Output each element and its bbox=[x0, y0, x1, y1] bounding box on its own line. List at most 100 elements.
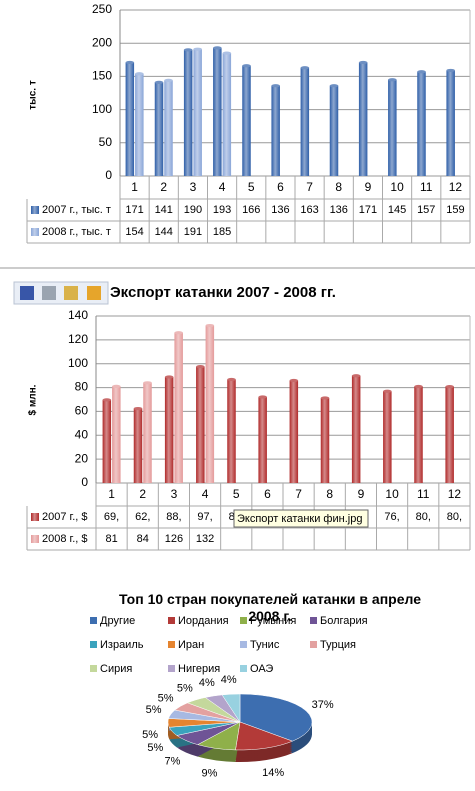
legend-label: Израиль bbox=[100, 639, 144, 651]
y-tick-label: 0 bbox=[81, 475, 88, 489]
legend-label: Нигерия bbox=[178, 663, 220, 675]
bar bbox=[300, 67, 310, 176]
table-value: 166 bbox=[242, 204, 260, 216]
bar bbox=[258, 396, 267, 483]
save-icon[interactable] bbox=[20, 286, 34, 300]
table-value: 154 bbox=[125, 226, 143, 238]
y-tick-label: 150 bbox=[92, 69, 112, 83]
mail-icon[interactable] bbox=[64, 286, 78, 300]
x-tick-label: 4 bbox=[202, 487, 209, 501]
bar bbox=[196, 366, 205, 483]
table-value: 144 bbox=[155, 226, 173, 238]
bar-cap bbox=[133, 406, 143, 411]
bar-cap bbox=[271, 84, 280, 88]
title-line: 2008 г. bbox=[248, 608, 291, 624]
legend-swatch bbox=[31, 206, 39, 214]
bar bbox=[213, 47, 222, 177]
table-value: 136 bbox=[330, 204, 348, 216]
data-label: 37% bbox=[312, 699, 334, 711]
pie-slice bbox=[239, 693, 313, 742]
bar bbox=[358, 62, 368, 176]
legend-swatch bbox=[90, 641, 97, 648]
legend-swatch bbox=[310, 617, 317, 624]
x-tick-label: 6 bbox=[264, 487, 271, 501]
bar bbox=[329, 85, 339, 176]
table-value: 132 bbox=[196, 533, 214, 545]
table-value: 80, bbox=[416, 511, 431, 523]
y-axis-label: $ млн. bbox=[28, 384, 39, 415]
data-label: 14% bbox=[262, 767, 284, 779]
legend-swatch bbox=[90, 617, 97, 624]
bar bbox=[351, 375, 361, 483]
folder-icon[interactable] bbox=[87, 286, 101, 300]
bar-cap bbox=[154, 80, 164, 84]
x-tick-label: 2 bbox=[139, 487, 146, 501]
x-tick-label: 5 bbox=[248, 180, 255, 194]
bar bbox=[164, 376, 174, 483]
x-tick-label: 10 bbox=[385, 487, 399, 501]
legend-label: Тунис bbox=[250, 639, 280, 651]
bar-cap bbox=[445, 385, 454, 389]
data-label: 7% bbox=[165, 756, 181, 768]
bar-cap bbox=[143, 381, 152, 385]
bar-cap bbox=[227, 377, 236, 382]
bar-cap bbox=[222, 51, 232, 55]
bar-cap bbox=[205, 323, 215, 328]
legend-label: Иордания bbox=[178, 615, 229, 627]
y-tick-label: 0 bbox=[105, 168, 112, 182]
legend-swatch bbox=[240, 641, 247, 648]
y-tick-label: 200 bbox=[92, 35, 112, 49]
bar-cap bbox=[358, 60, 368, 65]
bar-cap bbox=[213, 46, 222, 50]
x-tick-label: 9 bbox=[358, 487, 365, 501]
legend-swatch bbox=[168, 665, 175, 672]
table-value: 80, bbox=[447, 511, 462, 523]
y-tick-label: 50 bbox=[99, 135, 113, 149]
legend-swatch bbox=[168, 617, 175, 624]
legend-label: Сирия bbox=[100, 663, 132, 675]
y-tick-label: 120 bbox=[68, 332, 88, 346]
bar bbox=[446, 70, 455, 176]
y-tick-label: 40 bbox=[75, 427, 89, 441]
data-label: 5% bbox=[177, 683, 193, 695]
bar-cap bbox=[183, 48, 193, 52]
toolbar bbox=[13, 281, 109, 305]
bar bbox=[125, 62, 135, 176]
bar-cap bbox=[258, 395, 267, 399]
bar-cap bbox=[242, 64, 251, 68]
bar-cap bbox=[446, 68, 455, 73]
bar-cap bbox=[417, 70, 426, 74]
x-tick-label: 7 bbox=[306, 180, 313, 194]
table-value: 159 bbox=[446, 204, 464, 216]
legend-label: Турция bbox=[320, 639, 356, 651]
bar-cap bbox=[383, 389, 392, 393]
bar bbox=[112, 386, 121, 483]
table-value: 171 bbox=[359, 204, 377, 216]
table-value: 136 bbox=[271, 204, 289, 216]
legend-swatch bbox=[31, 513, 39, 521]
table-value: 69, bbox=[104, 511, 119, 523]
x-tick-label: 10 bbox=[390, 180, 404, 194]
table-value: 81 bbox=[105, 533, 117, 545]
legend-label: Болгария bbox=[320, 615, 368, 627]
pie-slice bbox=[221, 693, 241, 723]
x-tick-label: 9 bbox=[365, 180, 372, 194]
bar-cap bbox=[329, 84, 339, 88]
legend-swatch bbox=[168, 641, 175, 648]
tooltip: Экспорт катанки фин.jpg bbox=[237, 513, 362, 525]
legend-label: 2007 г., тыс. т bbox=[42, 204, 111, 216]
print-icon[interactable] bbox=[42, 286, 56, 300]
tooltip-bg bbox=[233, 509, 369, 528]
legend-swatch bbox=[90, 665, 97, 672]
x-tick-label: 2 bbox=[160, 180, 167, 194]
x-tick-label: 3 bbox=[171, 487, 178, 501]
x-tick-label: 3 bbox=[190, 180, 197, 194]
bar-cap bbox=[196, 364, 205, 369]
legend-swatch bbox=[240, 665, 247, 672]
y-tick-label: 80 bbox=[75, 380, 89, 394]
data-label: 4% bbox=[221, 674, 237, 686]
bar-cap bbox=[289, 378, 299, 383]
legend-swatch bbox=[31, 535, 39, 543]
bar-cap bbox=[164, 375, 174, 379]
bar bbox=[205, 325, 215, 483]
